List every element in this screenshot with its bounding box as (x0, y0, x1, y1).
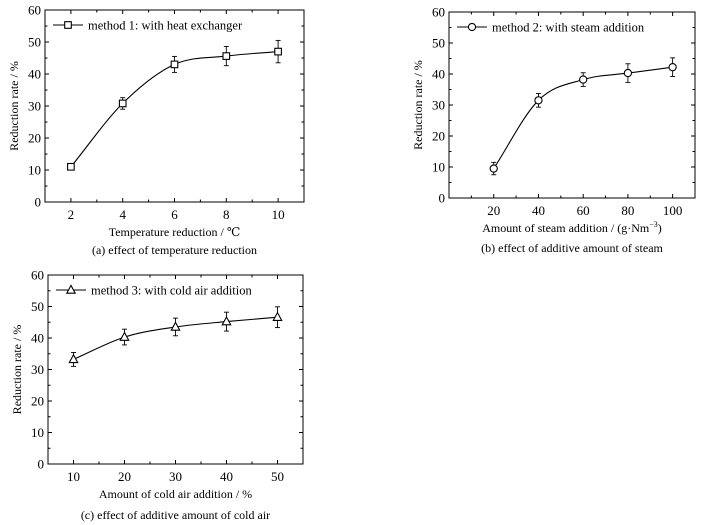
plot-frame (44, 9, 305, 203)
y-tick-label: 60 (31, 268, 44, 283)
y-tick-label: 10 (31, 425, 44, 440)
data-point (272, 311, 283, 321)
plot-frame (448, 11, 696, 199)
data-point (668, 63, 677, 72)
y-tick-label: 40 (31, 331, 44, 346)
y-axis-label: Reduction rate / % (10, 325, 24, 415)
data-point (579, 75, 588, 84)
legend-label: method 3: with cold air addition (91, 284, 252, 298)
x-tick-label: 30 (169, 469, 182, 484)
legend-marker (65, 284, 77, 294)
y-axis-label: Reduction rate / % (7, 61, 21, 151)
y-axis-label: Reduction rate / % (411, 60, 425, 150)
data-point (623, 68, 633, 78)
data-point (170, 60, 179, 69)
y-tick-label: 50 (432, 36, 445, 51)
legend-label: method 2: with steam addition (492, 21, 645, 35)
legend-marker (467, 22, 477, 32)
y-tick-label: 50 (28, 35, 41, 50)
data-point (67, 162, 75, 171)
data-point (170, 321, 181, 331)
y-tick-label: 10 (28, 163, 41, 178)
x-tick-label: 20 (118, 469, 131, 484)
x-tick-label: 100 (663, 203, 683, 218)
y-tick-label: 30 (432, 98, 445, 113)
y-tick-label: 40 (28, 67, 41, 82)
y-tick-label: 30 (31, 362, 44, 377)
y-tick-label: 0 (35, 195, 42, 210)
x-tick-label: 20 (487, 203, 500, 218)
x-axis-label: Amount of steam addition / (g·Nm−3) (482, 220, 662, 235)
data-point (274, 47, 282, 56)
y-tick-label: 50 (31, 299, 44, 314)
y-tick-label: 20 (432, 129, 445, 144)
x-tick-label: 40 (532, 203, 545, 218)
x-tick-label: 40 (220, 469, 233, 484)
x-tick-label: 60 (577, 203, 590, 218)
x-tick-label: 6 (171, 207, 178, 222)
x-tick-label: 8 (223, 207, 230, 222)
panel-caption: (b) effect of additive amount of steam (481, 241, 663, 255)
x-axis-label: Amount of cold air addition / % (99, 487, 252, 501)
chart-panel-c: 0 10 20 30 40 50 60 10 20 30 40 50 Amount of cold ai… (10, 268, 304, 522)
y-tick-label: 30 (28, 99, 41, 114)
panel-caption: (c) effect of additive amount of cold ai… (81, 508, 270, 522)
x-tick-label: 4 (119, 207, 126, 222)
data-point (221, 315, 232, 326)
data-point (68, 353, 79, 364)
y-tick-label: 60 (28, 3, 41, 18)
y-tick-label: 10 (432, 160, 445, 175)
legend-marker (64, 21, 72, 29)
y-tick-label: 0 (439, 191, 446, 206)
plot-frame (47, 274, 304, 465)
y-tick-label: 20 (28, 131, 41, 146)
x-axis-label: Temperature reduction / ℃ (109, 225, 241, 239)
legend-label: method 1: with heat exchanger (88, 19, 243, 33)
data-point (119, 331, 130, 341)
panel-caption: (a) effect of temperature reduction (92, 243, 257, 257)
data-point (118, 99, 127, 108)
data-point (222, 52, 231, 60)
y-tick-label: 60 (432, 5, 445, 20)
y-tick-label: 0 (38, 457, 45, 472)
x-tick-label: 2 (68, 207, 75, 222)
y-tick-label: 20 (31, 394, 44, 409)
y-tick-label: 40 (432, 67, 445, 82)
data-point (489, 164, 498, 173)
x-tick-label: 80 (621, 203, 634, 218)
x-tick-label: 10 (272, 207, 285, 222)
data-point (534, 96, 543, 105)
x-tick-label: 50 (271, 469, 284, 484)
x-tick-label: 10 (67, 469, 80, 484)
chart-panel-a: 0 10 20 30 40 50 60 2 4 6 8 10 Temperature reduction… (7, 3, 305, 257)
